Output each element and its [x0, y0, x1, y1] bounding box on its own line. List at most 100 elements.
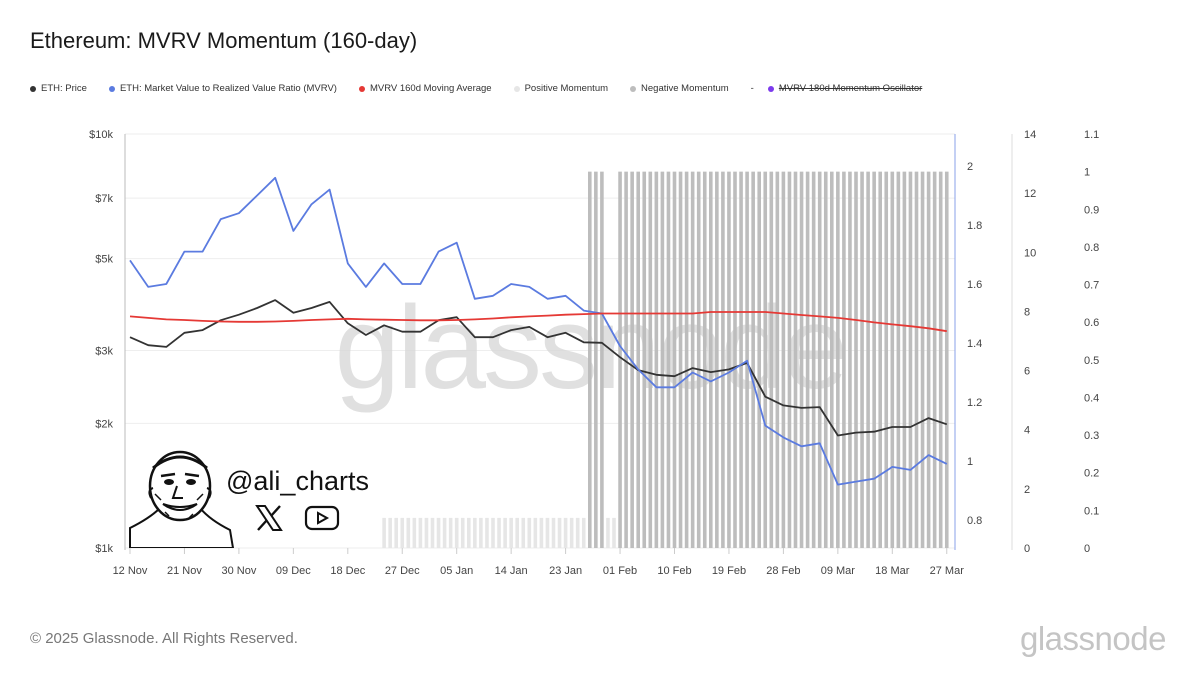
x-logo-icon[interactable]: [254, 503, 284, 533]
positive-momentum-bar: [521, 517, 526, 548]
legend-label: ETH: Price: [41, 83, 87, 94]
legend-label: ETH: Market Value to Realized Value Rati…: [119, 83, 337, 94]
positive-momentum-bar: [460, 517, 465, 548]
positive-momentum-bar: [467, 517, 471, 548]
oscillator-axis-tick-label: 0.3: [1084, 430, 1099, 442]
legend-item[interactable]: ETH: Price: [30, 83, 87, 94]
negative-momentum-bar: [654, 171, 659, 549]
price-axis-tick-label: $3k: [95, 345, 113, 357]
legend-item[interactable]: Positive Momentum: [513, 83, 609, 94]
positive-momentum-bar: [479, 517, 483, 548]
author-handle: @ali_charts: [226, 466, 369, 496]
positive-momentum-bar: [388, 517, 392, 548]
legend-label: Positive Momentum: [524, 83, 609, 94]
negative-momentum-bar: [684, 171, 689, 549]
eth-market-value-to-realized-value-ratio-mvrv-line: [129, 176, 948, 486]
positive-momentum-bar: [436, 517, 441, 548]
eth-price-line: [129, 299, 948, 437]
legend-item[interactable]: MVRV 160d Moving Average: [358, 83, 492, 94]
positive-momentum-bar: [412, 517, 417, 548]
positive-momentum-bar: [612, 517, 616, 548]
mvrv-axis-tick-label: 2: [967, 161, 973, 173]
negative-momentum-bar: [630, 171, 634, 549]
oscillator-axis-tick-label: 1: [1084, 167, 1090, 179]
negative-momentum-bar: [775, 171, 780, 549]
mvrv-axis-tick-label: 0.8: [967, 515, 982, 527]
positive-momentum-bar: [382, 517, 386, 548]
x-axis-tick-label: 14 Jan: [495, 565, 528, 577]
x-axis-tick-label: 19 Feb: [712, 565, 746, 577]
x-axis-tick-label: 18 Dec: [330, 565, 365, 577]
negative-momentum-bar: [727, 171, 731, 549]
x-axis-tick-label: 18 Mar: [875, 565, 910, 577]
negative-momentum-bar: [757, 171, 761, 549]
legend-marker-icon: [513, 85, 520, 92]
legend-label: MVRV 180d Momentum Oscillator: [778, 83, 923, 94]
legend-item[interactable]: Negative Momentum: [630, 83, 729, 94]
negative-momentum-bar: [600, 171, 604, 549]
negative-momentum-bar: [690, 171, 695, 549]
price-axis-tick-label: $1k: [95, 543, 113, 555]
negative-momentum-bar: [751, 171, 755, 549]
positive-momentum-bar: [448, 517, 453, 548]
negative-momentum-bar: [823, 171, 828, 549]
price-axis-tick-label: $7k: [95, 193, 113, 205]
legend-item[interactable]: - MVRV 180d Momentum Oscillator: [751, 83, 923, 94]
legend-label: MVRV 160d Moving Average: [369, 83, 492, 94]
negative-momentum-bar: [733, 171, 737, 549]
legend-marker-icon: [30, 85, 36, 92]
positive-momentum-bar: [551, 517, 556, 548]
youtube-icon[interactable]: [304, 505, 340, 531]
positive-momentum-bar: [442, 517, 447, 548]
positive-momentum-bar: [545, 517, 550, 548]
negative-momentum-bar: [817, 171, 822, 549]
axis3-tick-label: 0: [1024, 543, 1030, 555]
negative-momentum-bar: [636, 171, 640, 549]
mvrv-axis-tick-label: 1.6: [967, 279, 982, 291]
negative-momentum-bar: [860, 171, 864, 549]
negative-momentum-bar: [848, 171, 852, 549]
positive-momentum-bar: [527, 517, 532, 548]
negative-momentum-bar: [763, 171, 768, 549]
negative-momentum-bar: [715, 171, 719, 549]
negative-momentum-bar: [660, 171, 665, 549]
price-axis-tick-label: $5k: [95, 254, 113, 266]
oscillator-axis-tick-label: 0.9: [1084, 204, 1099, 216]
positive-momentum-bar: [473, 517, 477, 548]
legend-marker-icon: [108, 85, 115, 92]
positive-momentum-bar: [575, 517, 580, 548]
legend-label: Negative Momentum: [641, 83, 729, 94]
negative-momentum-bar: [908, 171, 913, 549]
positive-momentum-bar: [406, 517, 411, 548]
positive-momentum-bar: [563, 517, 568, 548]
oscillator-axis-tick-label: 0: [1084, 543, 1090, 555]
x-axis-tick-label: 12 Nov: [113, 565, 148, 577]
copyright-footer: © 2025 Glassnode. All Rights Reserved.: [30, 630, 298, 647]
price-axis-tick-label: $2k: [95, 418, 113, 430]
positive-momentum-bar: [497, 517, 501, 548]
positive-momentum-bar: [491, 517, 495, 548]
negative-momentum-bar: [594, 171, 598, 549]
x-axis-tick-label: 21 Nov: [167, 565, 202, 577]
mvrv-axis-tick-label: 1: [967, 456, 973, 468]
negative-momentum-bar: [830, 171, 834, 549]
axis3-tick-label: 6: [1024, 366, 1030, 378]
negative-momentum-bar: [672, 171, 677, 549]
negative-momentum-bar: [932, 171, 937, 549]
negative-momentum-bar: [666, 171, 671, 549]
positive-momentum-bar: [400, 517, 405, 548]
negative-momentum-bar: [588, 171, 592, 549]
oscillator-axis-tick-label: 0.2: [1084, 468, 1099, 480]
positive-momentum-bar: [454, 517, 459, 548]
negative-momentum-bar: [721, 171, 725, 549]
negative-momentum-bar: [890, 171, 895, 549]
positive-momentum-bar: [581, 517, 586, 548]
chart-title: Ethereum: MVRV Momentum (160-day): [30, 28, 418, 53]
legend-item[interactable]: ETH: Market Value to Realized Value Rati…: [108, 83, 337, 94]
negative-momentum-bar: [836, 171, 840, 549]
negative-momentum-bar: [811, 171, 816, 549]
negative-momentum-bar: [866, 171, 870, 549]
negative-momentum-bar: [914, 171, 919, 549]
legend-marker-icon: [630, 85, 637, 92]
